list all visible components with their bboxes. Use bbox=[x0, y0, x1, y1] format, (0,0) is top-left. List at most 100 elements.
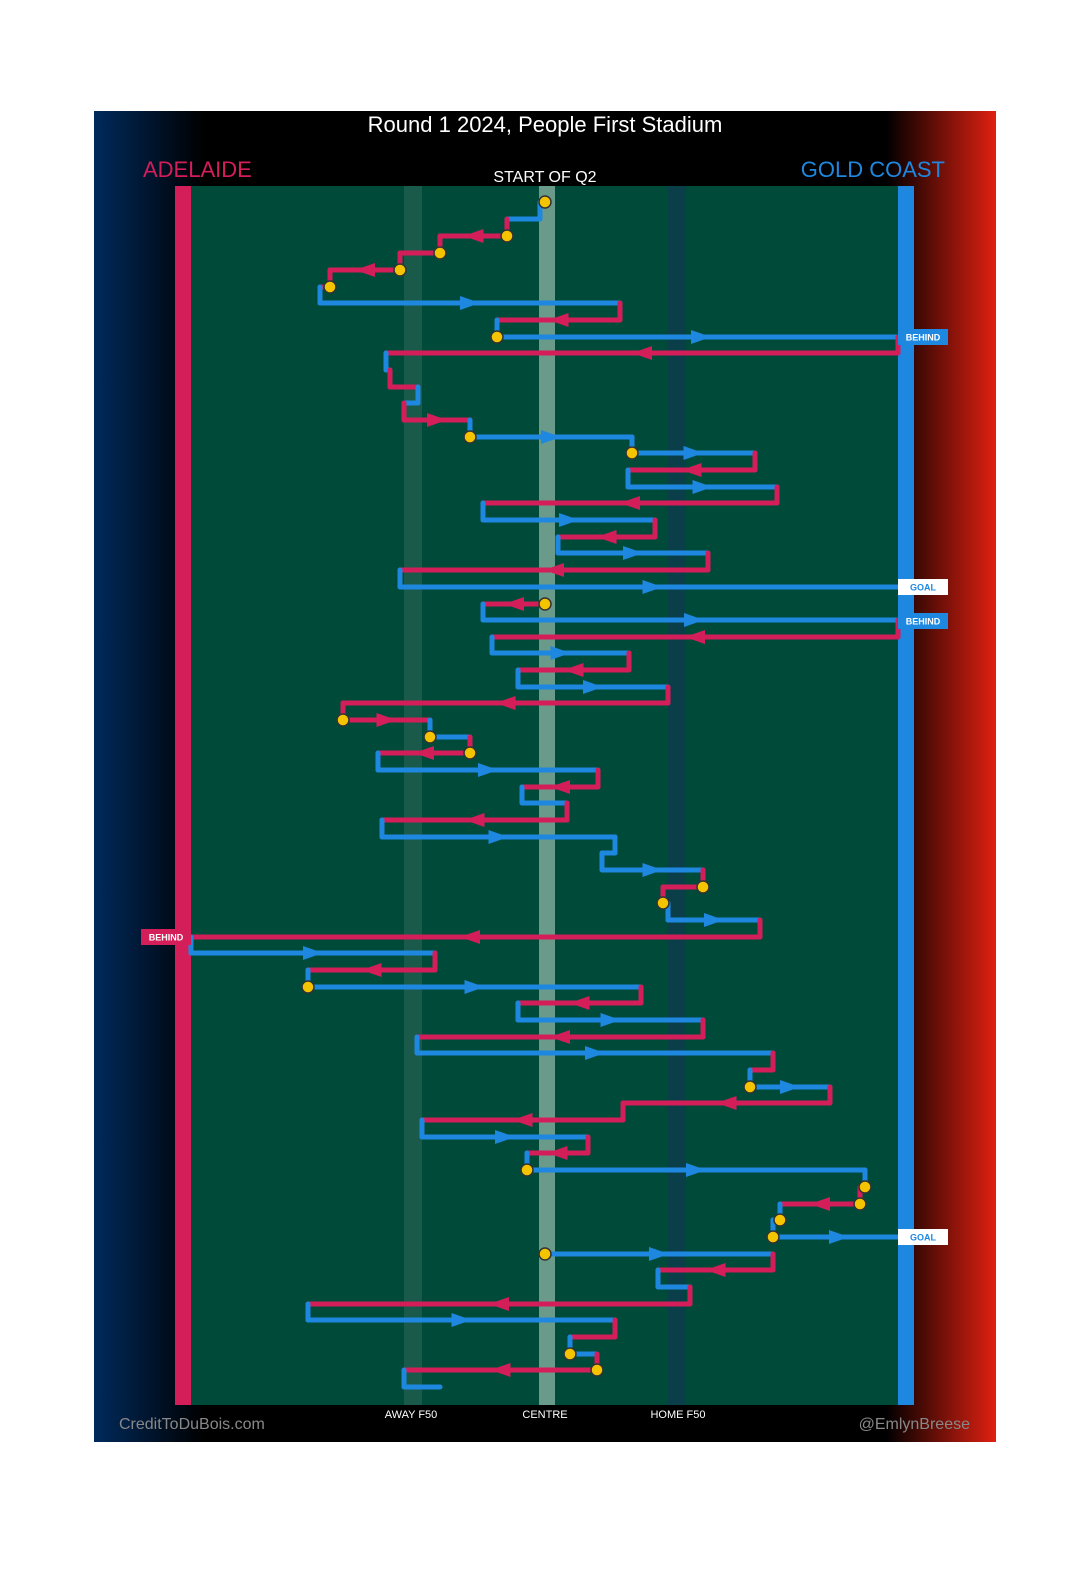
arrow bbox=[478, 763, 498, 777]
zone-label: CENTRE bbox=[522, 1409, 567, 1421]
zone-label: HOME F50 bbox=[650, 1409, 705, 1421]
arrow bbox=[563, 663, 584, 677]
arrow bbox=[547, 1146, 568, 1160]
arrow bbox=[705, 1263, 726, 1277]
outcome: BEHIND bbox=[141, 929, 191, 945]
arrow bbox=[829, 1230, 849, 1244]
stoppage bbox=[490, 330, 504, 344]
arrow bbox=[427, 413, 447, 427]
zone-label: AWAY F50 bbox=[385, 1409, 438, 1421]
arrow bbox=[376, 713, 397, 727]
arrow bbox=[550, 1030, 570, 1044]
stoppage bbox=[538, 195, 552, 209]
arrow bbox=[596, 530, 617, 544]
outcome: GOAL bbox=[898, 579, 948, 595]
arrow bbox=[692, 480, 713, 494]
arrow bbox=[585, 1046, 605, 1060]
centre-line bbox=[539, 186, 555, 1405]
home-team: ADELAIDE bbox=[143, 157, 252, 182]
stoppage bbox=[538, 1247, 552, 1261]
stoppage bbox=[656, 896, 670, 910]
title: Round 1 2024, People First Stadium bbox=[368, 112, 723, 137]
arrow bbox=[686, 1163, 706, 1177]
arrow bbox=[541, 430, 561, 444]
arrow bbox=[642, 863, 663, 877]
arrow bbox=[464, 813, 485, 827]
arrow bbox=[632, 346, 652, 360]
arrow bbox=[649, 1247, 669, 1261]
arrow bbox=[620, 496, 640, 510]
stoppage bbox=[520, 1163, 534, 1177]
outcome-label: BEHIND bbox=[906, 616, 941, 626]
outcome-label: BEHIND bbox=[149, 932, 184, 942]
arrow bbox=[303, 946, 323, 960]
arrow bbox=[559, 513, 579, 527]
outcome: GOAL bbox=[898, 1229, 948, 1245]
arrow bbox=[569, 996, 590, 1010]
stoppage bbox=[433, 246, 447, 260]
arrow bbox=[489, 1297, 509, 1311]
stoppage bbox=[563, 1347, 577, 1361]
stoppage bbox=[743, 1080, 757, 1094]
outcome-label: BEHIND bbox=[906, 332, 941, 342]
arrow bbox=[504, 597, 524, 611]
arrow bbox=[464, 980, 485, 994]
arrow bbox=[355, 263, 375, 277]
stoppage bbox=[463, 746, 477, 760]
arrow bbox=[683, 446, 704, 460]
stoppage bbox=[696, 880, 710, 894]
arrow bbox=[460, 930, 480, 944]
arrow bbox=[684, 613, 704, 627]
stoppage bbox=[463, 430, 477, 444]
outcome: BEHIND bbox=[898, 329, 948, 345]
arrow bbox=[704, 913, 724, 927]
arrow bbox=[512, 1113, 533, 1127]
outcome-label: GOAL bbox=[910, 582, 937, 592]
arrow bbox=[463, 229, 484, 243]
arrow bbox=[550, 646, 571, 660]
stoppage bbox=[423, 730, 437, 744]
arrow bbox=[691, 330, 711, 344]
credit: CreditToDuBois.com bbox=[119, 1416, 265, 1433]
arrow bbox=[623, 546, 643, 560]
arrow bbox=[642, 580, 663, 594]
stoppage bbox=[538, 597, 552, 611]
arrow bbox=[550, 780, 570, 794]
arrow bbox=[600, 1013, 621, 1027]
arrow bbox=[451, 1313, 472, 1327]
stoppage bbox=[393, 263, 407, 277]
credit: @EmlynBreese bbox=[859, 1416, 970, 1433]
arrow bbox=[460, 296, 480, 310]
stoppage bbox=[336, 713, 350, 727]
period: START OF Q2 bbox=[493, 169, 596, 186]
arrow bbox=[414, 746, 434, 760]
stoppage bbox=[323, 280, 337, 294]
arrow bbox=[488, 830, 509, 844]
arrow bbox=[544, 563, 564, 577]
stoppage bbox=[301, 980, 315, 994]
arrow bbox=[681, 463, 702, 477]
arrow bbox=[716, 1096, 737, 1110]
arrow bbox=[685, 630, 705, 644]
possession-chains bbox=[177, 195, 908, 1390]
stoppage bbox=[858, 1180, 872, 1194]
stoppage bbox=[500, 229, 514, 243]
arrow bbox=[495, 1130, 515, 1144]
adelaide-goal-line bbox=[175, 186, 191, 1405]
arrow bbox=[780, 1080, 800, 1094]
outcome: BEHIND bbox=[898, 613, 948, 629]
stoppage bbox=[853, 1197, 867, 1211]
stoppage bbox=[766, 1230, 780, 1244]
stoppage bbox=[773, 1213, 787, 1227]
arrow bbox=[495, 696, 516, 710]
home-f50-line bbox=[668, 186, 686, 1405]
stoppage bbox=[590, 1363, 604, 1377]
goldcoast-goal-line bbox=[898, 186, 914, 1405]
arrow bbox=[583, 680, 603, 694]
stoppage bbox=[625, 446, 639, 460]
arrow bbox=[810, 1197, 830, 1211]
away-f50-line bbox=[404, 186, 422, 1405]
outcome-label: GOAL bbox=[910, 1232, 937, 1242]
away-team: GOLD COAST bbox=[801, 157, 945, 182]
